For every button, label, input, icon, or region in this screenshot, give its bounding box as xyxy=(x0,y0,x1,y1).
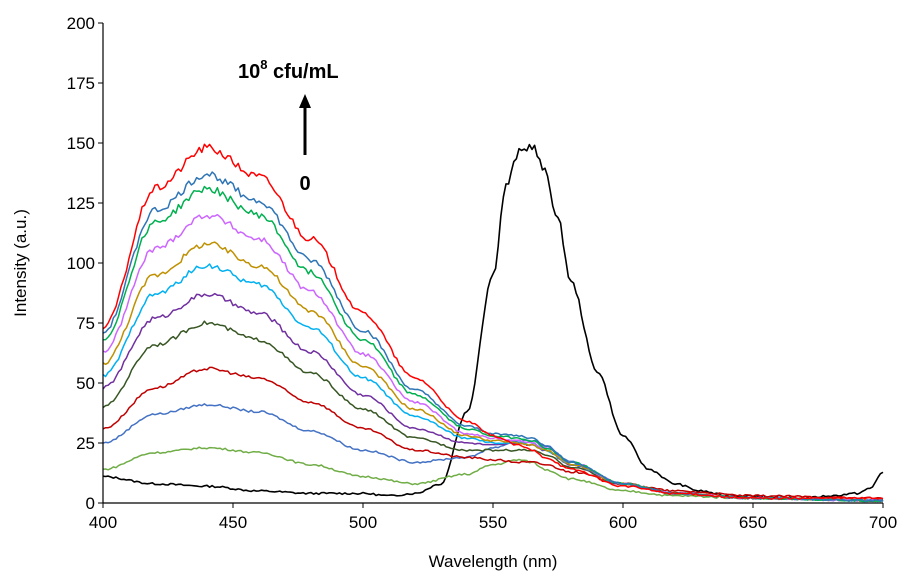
x-tick-label: 400 xyxy=(89,513,117,532)
y-tick-label: 50 xyxy=(76,374,95,393)
spectrum-series-line xyxy=(102,185,884,503)
annotation-arrowhead-icon xyxy=(299,94,311,108)
spectrum-series-line xyxy=(102,446,884,502)
y-tick-label: 0 xyxy=(86,494,95,513)
series-layer xyxy=(102,143,884,503)
ticks-layer: 400 450 500 550 600 650 7000255075100125150175… xyxy=(67,14,898,532)
spectrum-series-line xyxy=(102,366,884,500)
x-tick-label: 700 xyxy=(869,513,897,532)
x-tick-label: 650 xyxy=(739,513,767,532)
spectrum-series-line xyxy=(102,320,884,503)
concentration-annotation: 108 cfu/mL 0 xyxy=(238,57,339,195)
y-tick-label: 200 xyxy=(67,14,95,33)
y-tick-label: 75 xyxy=(76,314,95,333)
y-tick-label: 175 xyxy=(67,74,95,93)
y-axis-title: Intensity (a.u.) xyxy=(11,209,30,317)
axes-layer xyxy=(102,23,883,504)
spectrum-series-line xyxy=(102,143,884,500)
y-tick-label: 100 xyxy=(67,254,95,273)
spectrum-series-line xyxy=(102,143,884,500)
y-tick-label: 125 xyxy=(67,194,95,213)
x-tick-label: 500 xyxy=(349,513,377,532)
spectrum-series-line xyxy=(102,263,884,503)
annotation-top-label: 108 cfu/mL xyxy=(238,57,339,83)
x-tick-label: 550 xyxy=(479,513,507,532)
spectrum-series-line xyxy=(102,403,884,502)
annotation-top-base: 10 xyxy=(238,61,260,83)
x-tick-label: 600 xyxy=(609,513,637,532)
y-tick-label: 25 xyxy=(76,434,95,453)
annotation-top-unit: cfu/mL xyxy=(267,61,338,83)
annotation-top-exponent: 8 xyxy=(260,57,267,72)
annotation-bottom-label: 0 xyxy=(299,173,310,195)
x-axis-title: Wavelength (nm) xyxy=(429,552,558,571)
x-tick-label: 450 xyxy=(219,513,247,532)
y-tick-label: 150 xyxy=(67,134,95,153)
spectrum-series-line xyxy=(102,241,884,503)
spectrum-series-line xyxy=(102,213,883,503)
